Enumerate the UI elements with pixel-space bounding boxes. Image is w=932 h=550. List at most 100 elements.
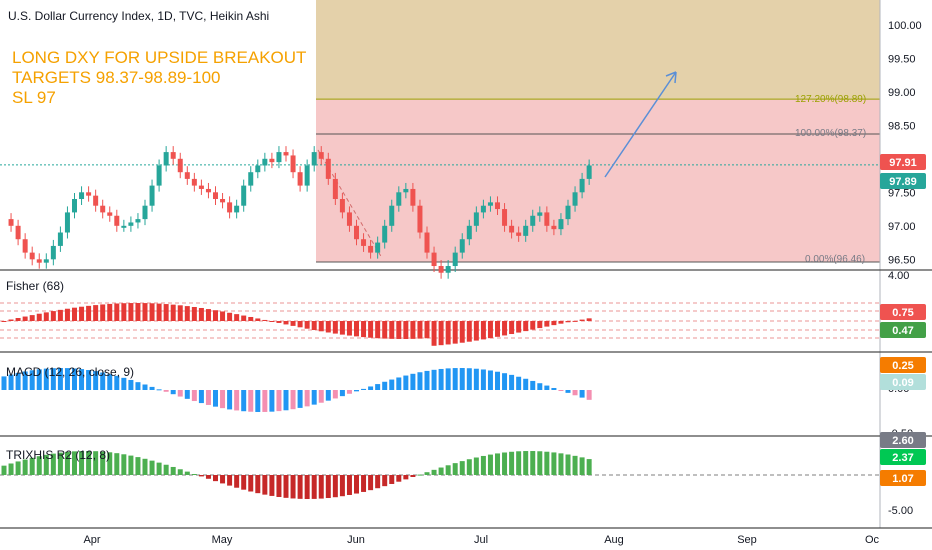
macd-bar xyxy=(290,390,296,410)
trix-bar xyxy=(586,459,592,475)
fisher-bar xyxy=(191,306,197,321)
macd-bar xyxy=(389,379,395,390)
macd-bar xyxy=(346,390,352,394)
macd-bar xyxy=(107,374,113,390)
candle-body xyxy=(100,205,106,213)
fisher-bar xyxy=(276,321,282,323)
macd-bar xyxy=(269,390,275,412)
trix-bar xyxy=(100,451,106,475)
trix-bar xyxy=(516,451,522,475)
candle-body xyxy=(332,178,338,200)
target-arrow-head xyxy=(665,71,677,84)
fisher-bar xyxy=(198,307,204,321)
candle-body xyxy=(50,245,56,260)
trix-bar xyxy=(311,475,317,499)
candle-body xyxy=(495,202,500,210)
fisher-bar xyxy=(255,318,261,321)
candle-body xyxy=(579,178,585,193)
trix-bar xyxy=(213,475,218,482)
trix-bar xyxy=(403,475,409,480)
candle-body xyxy=(354,225,359,240)
candle-body xyxy=(156,165,162,186)
macd-bar xyxy=(495,371,500,390)
macd-bar xyxy=(213,390,218,407)
price-badge-close-bg xyxy=(880,173,926,189)
candle-body xyxy=(142,205,148,220)
trix-bar xyxy=(452,463,458,475)
macd-bar xyxy=(354,390,359,392)
fisher-bar xyxy=(544,321,550,327)
trix-bar xyxy=(86,451,92,475)
trix-bar xyxy=(205,475,211,479)
candle-body xyxy=(227,202,233,213)
fisher-bar xyxy=(163,304,169,321)
macd-bar xyxy=(149,386,155,390)
indicator-tick-label: 4.00 xyxy=(888,270,909,282)
macd-bar xyxy=(142,384,148,390)
candle-body xyxy=(304,165,310,186)
fisher-bar xyxy=(410,321,416,339)
price-badge-close: 97.89 xyxy=(889,176,917,188)
candle-body xyxy=(297,172,303,186)
price-tick-label: 97.50 xyxy=(888,187,916,199)
macd-badge-1: 0.25 xyxy=(892,360,913,372)
date-tick-label: Oc xyxy=(865,534,880,546)
candlestick-series xyxy=(8,146,592,279)
candle-body xyxy=(170,152,176,159)
candle-body xyxy=(15,225,21,240)
candle-body xyxy=(452,252,458,267)
fisher-bar xyxy=(304,321,310,329)
trix-bar xyxy=(269,475,275,496)
fisher-bar xyxy=(107,303,113,321)
candle-body xyxy=(93,195,99,206)
target-arrow xyxy=(604,71,677,178)
trix-bar xyxy=(487,454,493,475)
macd-bar xyxy=(128,379,134,390)
trix-bar xyxy=(354,475,359,494)
trix-bar xyxy=(473,457,479,475)
fisher-bar xyxy=(586,318,592,321)
candle-body xyxy=(29,252,35,260)
macd-bar xyxy=(121,377,127,390)
fisher-bar xyxy=(248,316,254,321)
trix-bar xyxy=(177,469,183,475)
candle-body xyxy=(290,155,296,173)
candle-body xyxy=(410,188,416,206)
candle-body xyxy=(509,225,515,233)
trix-bar xyxy=(64,451,70,475)
fisher-bar xyxy=(495,321,500,337)
trix-bar xyxy=(248,475,254,492)
fib-label-100: 100.00%(98.37) xyxy=(795,128,866,139)
trix-bar xyxy=(220,475,226,484)
macd-bar xyxy=(473,368,479,390)
fisher-bar xyxy=(579,319,585,321)
trix-bar xyxy=(382,475,388,487)
candle-body xyxy=(57,232,63,246)
candle-body xyxy=(558,219,564,230)
fisher-bar xyxy=(184,306,190,321)
candle-body xyxy=(234,205,240,213)
fisher-badge-1-bg xyxy=(880,304,926,320)
candle-body xyxy=(459,239,465,253)
trix-bar xyxy=(93,451,99,475)
fisher-bar xyxy=(361,321,367,338)
macd-bar xyxy=(459,368,465,390)
macd-bar xyxy=(191,390,197,402)
fisher-bar xyxy=(431,321,437,346)
candle-body xyxy=(177,158,183,173)
trix-bar xyxy=(325,475,331,499)
macd-bar xyxy=(502,373,508,390)
macd-bar xyxy=(438,368,444,390)
trix-bar xyxy=(149,460,155,475)
macd-bar xyxy=(283,390,289,411)
trix-bar xyxy=(170,466,176,475)
candle-body xyxy=(487,202,493,206)
fisher-bar xyxy=(177,305,183,321)
fisher-bar xyxy=(346,321,352,336)
trix-bar xyxy=(438,467,444,475)
trix-badge-3: 1.07 xyxy=(892,473,913,485)
trix-bar xyxy=(234,475,240,488)
candle-body xyxy=(86,192,92,196)
candle-body xyxy=(565,205,571,220)
macd-bar xyxy=(50,368,56,390)
